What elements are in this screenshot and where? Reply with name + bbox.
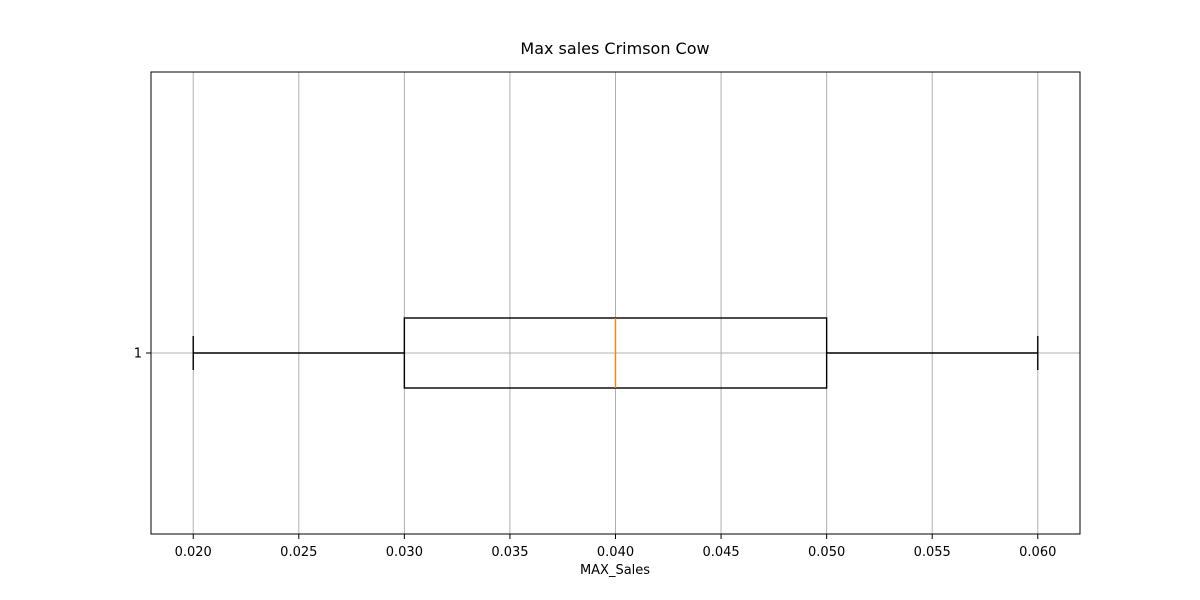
box-plot-layer: [192, 317, 1039, 389]
x-axis-label: MAX_Sales: [580, 563, 650, 578]
x-tick-label: 0.040: [597, 545, 634, 560]
x-tick-label: 0.050: [808, 545, 845, 560]
x-tick-label: 0.060: [1019, 545, 1056, 560]
x-tick-label: 0.045: [702, 545, 739, 560]
y-tick-label: 1: [134, 347, 142, 362]
x-tick-label: 0.025: [280, 545, 317, 560]
chart-title: Max sales Crimson Cow: [520, 39, 709, 58]
grid-lines: [151, 72, 1080, 534]
x-tick-label: 0.030: [386, 545, 423, 560]
y-axis-ticks: 1: [134, 347, 151, 362]
x-tick-label: 0.055: [914, 545, 951, 560]
x-tick-label: 0.035: [491, 545, 528, 560]
x-axis-ticks: 0.020 0.025 0.030 0.035 0.040 0.045 0.050 0.055…: [175, 534, 1056, 560]
x-tick-label: 0.020: [175, 545, 212, 560]
